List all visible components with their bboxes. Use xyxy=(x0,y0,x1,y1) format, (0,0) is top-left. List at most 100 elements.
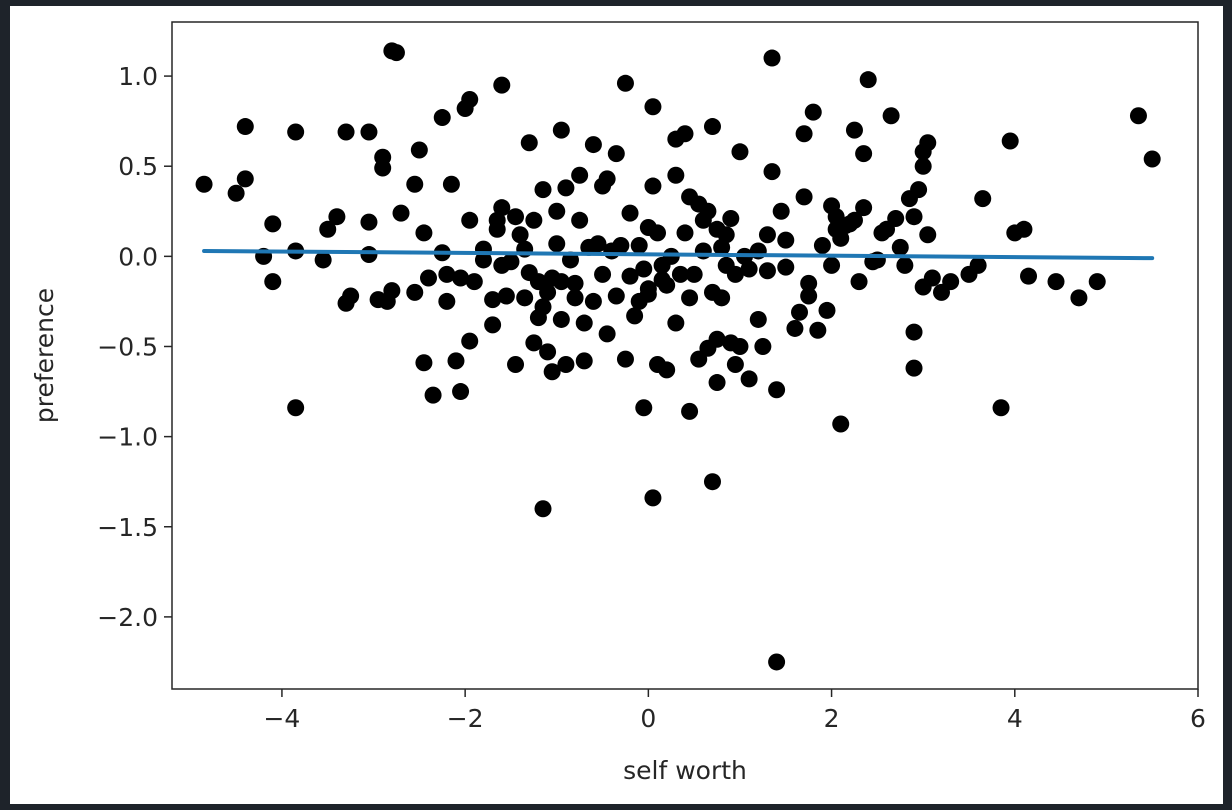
data-point xyxy=(557,356,575,374)
data-point xyxy=(607,287,625,305)
data-point xyxy=(319,220,337,238)
data-point xyxy=(584,292,602,310)
data-point xyxy=(438,265,456,283)
data-point xyxy=(708,330,726,348)
data-point xyxy=(552,310,570,328)
data-point xyxy=(882,107,900,125)
data-point xyxy=(658,276,676,294)
data-point xyxy=(1070,289,1088,307)
data-point xyxy=(227,184,245,202)
data-point xyxy=(442,175,460,193)
y-tick-label: 0.5 xyxy=(118,152,158,181)
data-point xyxy=(923,269,941,287)
y-tick-label: −2.0 xyxy=(97,603,158,632)
data-point xyxy=(754,337,772,355)
data-point xyxy=(539,343,557,361)
data-point xyxy=(1143,150,1161,168)
data-point xyxy=(452,383,470,401)
x-tick-label: 0 xyxy=(640,704,656,733)
data-point xyxy=(287,399,305,417)
data-point xyxy=(621,204,639,222)
data-point xyxy=(557,179,575,197)
data-point xyxy=(452,269,470,287)
data-point xyxy=(507,356,525,374)
data-point xyxy=(992,399,1010,417)
data-point xyxy=(859,71,877,89)
data-point xyxy=(433,109,451,127)
data-point xyxy=(360,123,378,141)
data-point xyxy=(493,76,511,94)
data-point xyxy=(855,199,873,217)
data-point xyxy=(465,273,483,291)
data-point xyxy=(1020,267,1038,285)
data-point xyxy=(896,256,914,274)
data-point xyxy=(598,170,616,188)
data-point xyxy=(639,285,657,303)
y-axis-ticks: 1.0 0.5 0.0 −0.5 −1.0 −1.5 −2.0 xyxy=(97,62,172,632)
data-point xyxy=(548,202,566,220)
data-point xyxy=(1047,273,1065,291)
data-point xyxy=(616,74,634,92)
data-point xyxy=(360,246,378,264)
data-point xyxy=(850,273,868,291)
data-point xyxy=(543,363,561,381)
data-point xyxy=(511,226,529,244)
data-point xyxy=(768,653,786,671)
data-point xyxy=(415,224,433,242)
data-point xyxy=(584,136,602,154)
data-point xyxy=(919,134,937,152)
data-point xyxy=(644,98,662,116)
data-point xyxy=(795,188,813,206)
y-tick-label: −1.0 xyxy=(97,423,158,452)
data-point xyxy=(818,301,836,319)
data-point xyxy=(1129,107,1147,125)
data-point xyxy=(1088,273,1106,291)
data-point xyxy=(621,267,639,285)
data-point xyxy=(342,287,360,305)
data-point xyxy=(484,316,502,334)
data-point xyxy=(383,282,401,300)
data-point xyxy=(314,251,332,269)
data-point xyxy=(502,253,520,271)
data-point xyxy=(681,289,699,307)
data-point xyxy=(575,314,593,332)
figure-canvas: −4 −2 0 2 4 6 1.0 0.5 0.0 −0.5 −1.0 −1.5 −2.0 self … xyxy=(10,6,1223,804)
data-point xyxy=(635,260,653,278)
data-point xyxy=(731,337,749,355)
data-point xyxy=(845,211,863,229)
data-point xyxy=(447,352,465,370)
data-point xyxy=(694,242,712,260)
data-point xyxy=(791,303,809,321)
data-point xyxy=(804,103,822,121)
data-point xyxy=(676,125,694,143)
data-point xyxy=(534,500,552,518)
data-point xyxy=(516,289,534,307)
data-point xyxy=(539,283,557,301)
data-point xyxy=(598,325,616,343)
x-tick-label: 2 xyxy=(824,704,840,733)
data-point xyxy=(905,323,923,341)
data-point xyxy=(685,265,703,283)
x-tick-label: 6 xyxy=(1190,704,1206,733)
axes-frame xyxy=(171,21,1199,690)
data-point xyxy=(461,91,479,109)
data-point xyxy=(887,209,905,227)
data-point xyxy=(484,291,502,309)
data-point xyxy=(236,118,254,136)
data-point xyxy=(644,489,662,507)
data-point xyxy=(374,159,392,177)
data-point xyxy=(328,208,346,226)
data-point xyxy=(520,134,538,152)
data-point xyxy=(392,204,410,222)
data-point xyxy=(630,237,648,255)
data-point xyxy=(1001,132,1019,150)
data-point xyxy=(589,235,607,253)
data-point xyxy=(905,359,923,377)
data-point xyxy=(626,307,644,325)
data-point xyxy=(777,231,795,249)
data-point xyxy=(809,321,827,339)
data-point xyxy=(699,202,717,220)
data-point xyxy=(594,265,612,283)
data-point xyxy=(635,399,653,417)
fit-line xyxy=(202,248,1155,261)
